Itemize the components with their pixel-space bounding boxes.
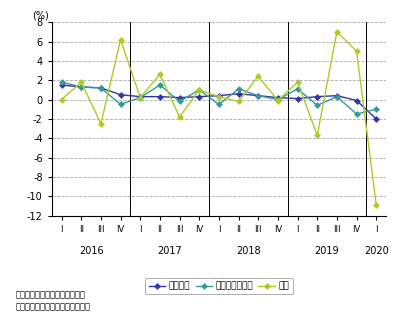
総固定資本形成: [118, 102, 123, 106]
総固定資本形成: [138, 96, 142, 100]
総固定資本形成: [99, 86, 103, 90]
輸出: [59, 98, 64, 101]
輸出: [354, 49, 359, 53]
輸出: [197, 88, 202, 92]
Text: 2019: 2019: [315, 246, 339, 256]
輸出: [334, 30, 339, 34]
総固定資本形成: [177, 100, 182, 103]
総固定資本形成: [275, 98, 280, 101]
個人消費: [374, 117, 378, 121]
個人消費: [79, 85, 84, 89]
輸出: [236, 100, 241, 103]
総固定資本形成: [197, 88, 202, 92]
個人消費: [275, 96, 280, 100]
総固定資本形成: [334, 95, 339, 99]
個人消費: [315, 95, 320, 99]
輸出: [177, 115, 182, 119]
個人消費: [334, 94, 339, 98]
総固定資本形成: [79, 85, 84, 89]
輸出: [295, 80, 300, 84]
Text: (%): (%): [32, 10, 49, 20]
Line: 総固定資本形成: 総固定資本形成: [59, 80, 378, 116]
個人消費: [295, 97, 300, 100]
Legend: 個人消費, 総固定資本形成, 輸出: 個人消費, 総固定資本形成, 輸出: [145, 278, 293, 294]
輸出: [158, 73, 162, 76]
Text: 2020: 2020: [364, 246, 388, 256]
総固定資本形成: [295, 87, 300, 91]
個人消費: [118, 93, 123, 97]
総固定資本形成: [236, 87, 241, 91]
個人消費: [256, 94, 261, 98]
Text: 2016: 2016: [79, 246, 103, 256]
Text: 2018: 2018: [236, 246, 261, 256]
総固定資本形成: [158, 83, 162, 87]
総固定資本形成: [374, 107, 378, 111]
輸出: [99, 122, 103, 126]
輸出: [275, 99, 280, 102]
輸出: [217, 95, 221, 99]
個人消費: [177, 96, 182, 100]
総固定資本形成: [59, 80, 64, 84]
個人消費: [59, 83, 64, 87]
Text: 資料：英国国家統計局から作成。: 資料：英国国家統計局から作成。: [16, 303, 91, 312]
Line: 輸出: 輸出: [59, 29, 378, 207]
輸出: [374, 203, 378, 207]
個人消費: [217, 94, 221, 98]
総固定資本形成: [217, 102, 221, 106]
輸出: [256, 74, 261, 78]
Text: 2017: 2017: [157, 246, 182, 256]
総固定資本形成: [354, 112, 359, 116]
総固定資本形成: [256, 94, 261, 98]
個人消費: [354, 99, 359, 102]
個人消費: [138, 95, 142, 99]
個人消費: [197, 95, 202, 99]
Text: 備考：前期比、季節調整済み。: 備考：前期比、季節調整済み。: [16, 290, 86, 299]
Line: 個人消費: 個人消費: [59, 83, 378, 121]
輸出: [79, 80, 84, 84]
個人消費: [99, 86, 103, 90]
輸出: [138, 96, 142, 100]
輸出: [315, 133, 320, 137]
個人消費: [236, 92, 241, 96]
輸出: [118, 38, 123, 42]
個人消費: [158, 95, 162, 99]
総固定資本形成: [315, 103, 320, 107]
